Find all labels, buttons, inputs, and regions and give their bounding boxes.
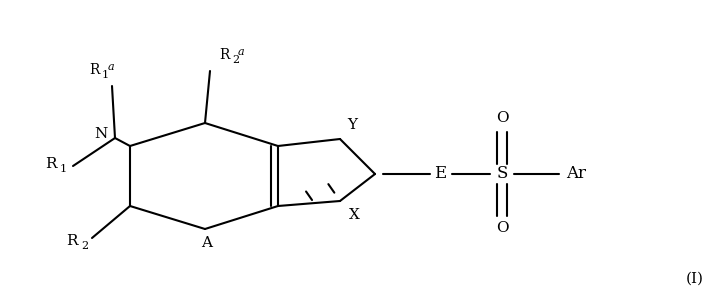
Text: a: a [238,47,244,57]
Text: R: R [89,63,99,77]
Text: 1: 1 [60,164,67,174]
Text: O: O [496,111,508,125]
Text: R: R [45,157,57,171]
Text: E: E [434,166,446,182]
Text: R: R [66,234,78,248]
Text: Ar: Ar [566,166,586,182]
Text: X: X [348,208,359,222]
Text: R: R [219,48,229,62]
Text: N: N [95,127,108,141]
Text: S: S [497,166,507,182]
Text: a: a [108,62,115,72]
Text: 2: 2 [232,55,239,65]
Text: (I): (I) [686,272,704,286]
Text: Y: Y [347,118,357,132]
Text: 2: 2 [81,241,88,251]
Text: 1: 1 [102,70,109,80]
Text: O: O [496,221,508,235]
Text: A: A [201,236,212,250]
